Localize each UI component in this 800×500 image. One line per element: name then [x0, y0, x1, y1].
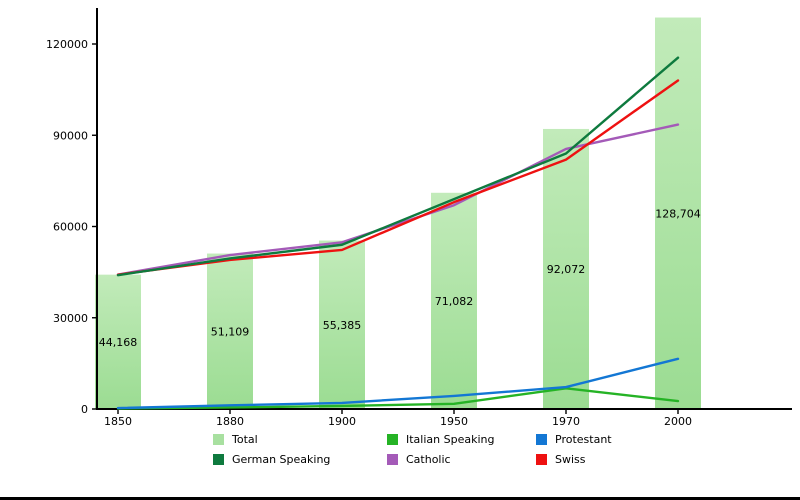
x-tick-label: 1850 — [104, 415, 132, 428]
x-tick-label: 1950 — [440, 415, 468, 428]
series-line-swiss — [116, 79, 680, 276]
bar-value-label: 71,082 — [435, 295, 474, 308]
legend-item-swiss: Swiss — [536, 453, 676, 466]
x-tick-label: 2000 — [664, 415, 692, 428]
bar-value-label: 51,109 — [211, 325, 250, 338]
legend-swatch-german-speaking — [213, 453, 224, 465]
bar-value-label: 44,168 — [99, 336, 138, 349]
bar-value-label: 92,072 — [547, 263, 586, 276]
axes — [96, 8, 792, 410]
legend-item-catholic: Catholic — [387, 453, 536, 466]
series-line-german-speaking — [116, 56, 680, 277]
bar-value-label: 55,385 — [323, 319, 362, 332]
x-tick-label: 1880 — [216, 415, 244, 428]
legend-swatch-catholic — [387, 453, 398, 465]
legend-item-german-speaking: German Speaking — [213, 453, 387, 466]
legend-label-total: Total — [232, 432, 258, 446]
total-bar — [207, 253, 253, 409]
x-tick-label: 1900 — [328, 415, 356, 428]
legend-swatch-total — [213, 433, 224, 445]
series-line-catholic — [116, 123, 680, 276]
y-tick-label: 30000 — [53, 312, 88, 325]
legend-label-protestant: Protestant — [555, 432, 612, 446]
legend-item-protestant: Protestant — [536, 433, 676, 446]
total-bar — [431, 192, 477, 409]
series-line-protestant — [116, 357, 680, 410]
total-bar — [655, 17, 701, 410]
legend-label-catholic: Catholic — [406, 452, 451, 466]
legend-swatch-swiss — [536, 453, 547, 465]
y-tick-label: 60000 — [53, 221, 88, 234]
legend: Total Italian Speaking Protestant German… — [213, 429, 676, 469]
image-bottom-border — [0, 497, 800, 500]
legend-item-total: Total — [213, 433, 387, 446]
legend-swatch-italian-speaking — [387, 433, 398, 445]
total-bar — [95, 274, 141, 409]
legend-label-swiss: Swiss — [555, 452, 586, 466]
y-tick-label: 90000 — [53, 129, 88, 142]
bar-value-label: 128,704 — [655, 207, 701, 220]
y-tick-label: 0 — [81, 403, 88, 416]
legend-label-german-speaking: German Speaking — [232, 452, 331, 466]
total-bar — [543, 128, 589, 409]
y-tick-label: 120000 — [46, 38, 88, 51]
x-tick-label: 1970 — [552, 415, 580, 428]
legend-swatch-protestant — [536, 433, 547, 445]
legend-item-italian-speaking: Italian Speaking — [387, 433, 536, 446]
series-line-italian-speaking — [116, 387, 680, 410]
legend-label-italian-speaking: Italian Speaking — [406, 432, 495, 446]
total-bar — [319, 240, 365, 409]
